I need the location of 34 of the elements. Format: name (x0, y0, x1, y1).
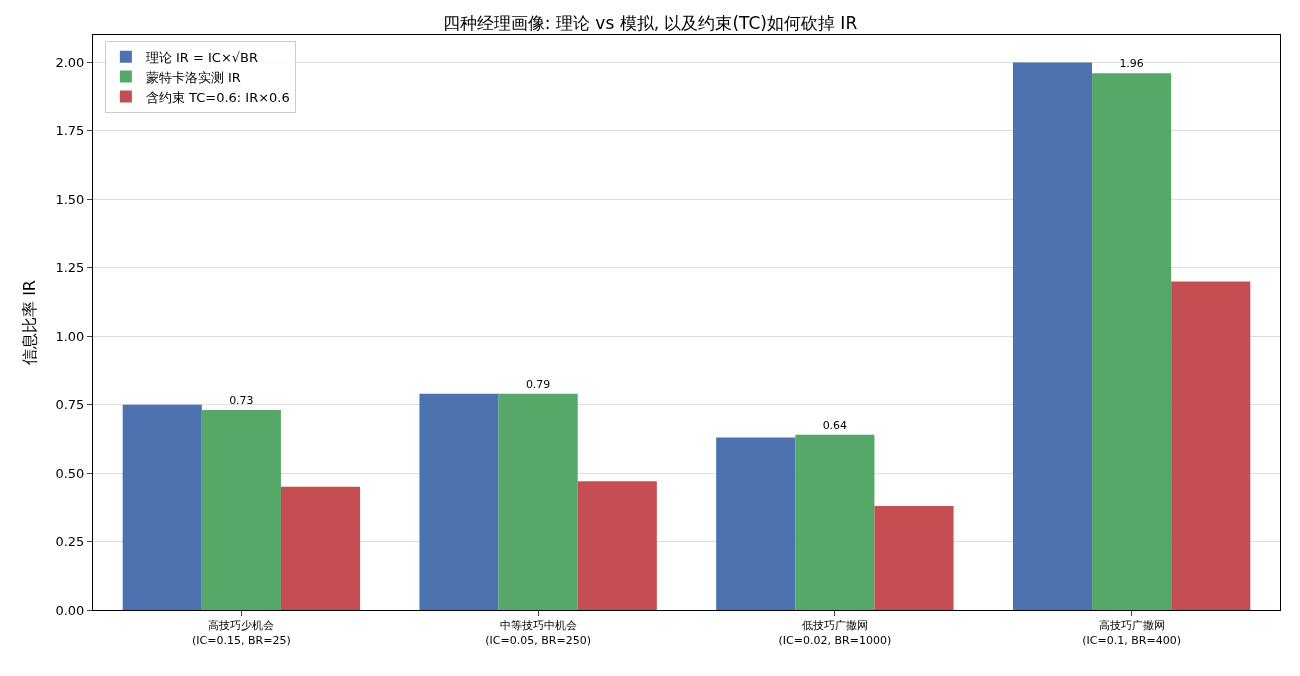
y-tick-label: 1.25 (55, 260, 85, 276)
data-label: 0.73 (229, 394, 254, 408)
bar (874, 505, 954, 610)
bar (122, 404, 202, 610)
bar (1012, 62, 1093, 610)
y-tick-label: 1.75 (55, 123, 85, 139)
x-tick-label: 高技巧少机会 (IC=0.15, BR=25) (192, 619, 291, 647)
chart-title: 四种经理画像: 理论 vs 模拟, 以及约束(TC)如何砍掉 IR (442, 12, 858, 33)
legend-label: 蒙特卡洛实测 IR (145, 69, 241, 85)
bar (795, 434, 875, 610)
data-label: 0.79 (525, 377, 551, 391)
bar (498, 393, 578, 610)
y-tick-label: 2.00 (55, 54, 85, 70)
bar (419, 393, 499, 610)
bar (201, 410, 281, 610)
x-tick-label: 中等技巧中机会 (IC=0.05, BR=250) (485, 619, 591, 647)
bar (1171, 281, 1251, 610)
y-tick-label: 1.50 (55, 191, 85, 207)
y-tick-label: 0.50 (55, 465, 85, 481)
y-tick-label: 1.00 (55, 328, 85, 344)
bar (280, 486, 361, 610)
y-axis-title: 信息比率 IR (20, 280, 40, 365)
data-label: 1.96 (1119, 57, 1144, 71)
bar (716, 437, 796, 610)
legend-label: 理论 IR = IC×√BR (145, 49, 259, 65)
x-tick-label: 低技巧广撒网 (IC=0.02, BR=1000) (778, 619, 892, 647)
legend-label: 含约束 TC=0.6: IR×0.6 (145, 89, 290, 105)
bar (577, 481, 657, 610)
y-tick-label: 0.75 (55, 397, 85, 413)
x-tick-label: 高技巧广撒网 (IC=0.1, BR=400) (1082, 619, 1181, 647)
y-tick-label: 0.00 (55, 602, 85, 618)
bar (1092, 73, 1172, 610)
data-label: 0.64 (822, 418, 848, 432)
y-tick-label: 0.25 (55, 534, 85, 550)
